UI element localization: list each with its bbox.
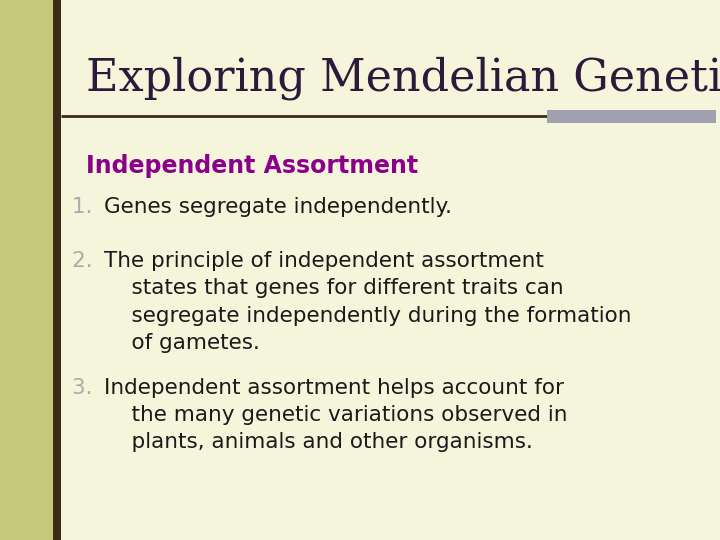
Text: Independent assortment helps account for
    the many genetic variations observe: Independent assortment helps account for… xyxy=(104,378,568,453)
Text: 2.: 2. xyxy=(72,251,99,271)
Text: 3.: 3. xyxy=(72,378,99,398)
Text: The principle of independent assortment
    states that genes for different trai: The principle of independent assortment … xyxy=(104,251,632,353)
Text: Genes segregate independently.: Genes segregate independently. xyxy=(104,197,452,217)
Text: Exploring Mendelian Genetics: Exploring Mendelian Genetics xyxy=(86,57,720,100)
Bar xyxy=(547,110,716,123)
Text: Independent Assortment: Independent Assortment xyxy=(86,154,418,178)
Text: 1.: 1. xyxy=(72,197,99,217)
Bar xyxy=(53,0,61,540)
Bar xyxy=(0,0,61,540)
